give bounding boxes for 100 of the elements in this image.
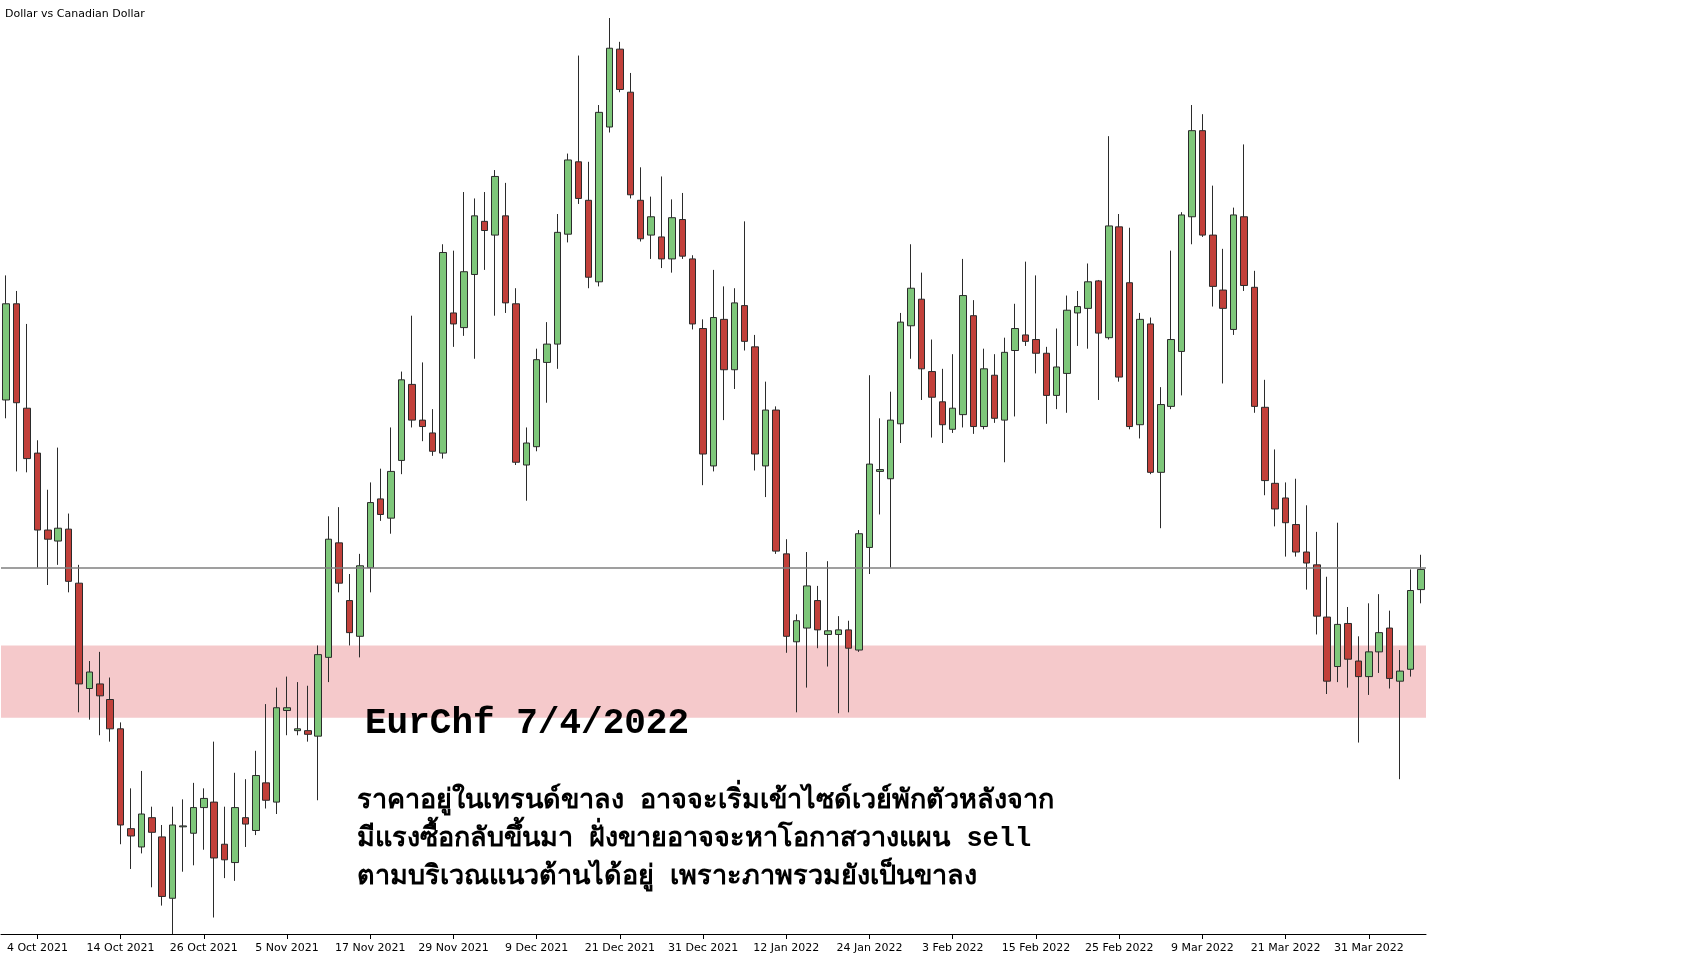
candlestick — [1022, 261, 1029, 347]
x-tick-label: 29 Nov 2021 — [418, 941, 489, 954]
candlestick — [751, 334, 759, 471]
candlestick — [106, 677, 114, 743]
candlestick — [1323, 576, 1331, 695]
candlestick — [1230, 207, 1237, 336]
x-tick-label: 17 Nov 2021 — [335, 941, 406, 954]
candlestick — [335, 506, 343, 593]
candlestick — [314, 644, 322, 801]
candlestick — [949, 353, 956, 434]
x-tick-label: 5 Nov 2021 — [255, 941, 319, 954]
candlestick — [554, 213, 561, 370]
candlestick — [294, 681, 301, 736]
candlestick — [13, 290, 20, 472]
x-tick-label: 24 Jan 2022 — [836, 941, 903, 954]
candlestick — [887, 391, 894, 569]
candlestick — [1386, 610, 1393, 690]
x-tick-label: 21 Dec 2021 — [584, 941, 656, 954]
candlestick — [793, 613, 800, 713]
candlestick — [772, 405, 780, 555]
candlestick — [1126, 227, 1133, 430]
x-tick-label: 15 Feb 2022 — [1001, 941, 1071, 954]
candlestick — [1375, 593, 1383, 674]
candlestick — [1303, 504, 1310, 591]
candlestick — [1105, 135, 1113, 341]
candlestick — [54, 447, 62, 566]
candlestick — [221, 806, 228, 879]
candlestick — [1240, 143, 1248, 292]
candlestick — [835, 615, 842, 714]
candlestick — [1032, 274, 1040, 374]
candlestick — [273, 687, 280, 815]
candlestick — [148, 806, 156, 888]
candlestick — [668, 198, 676, 274]
candlestick — [346, 573, 353, 646]
candlestick — [429, 408, 436, 457]
candlestick — [1417, 554, 1425, 604]
candlestick — [824, 560, 832, 668]
annotation: EurChf 7/4/2022 — [365, 702, 690, 744]
candlestick — [190, 782, 197, 866]
candlestick — [117, 721, 124, 845]
candlestick — [1188, 104, 1196, 245]
candlestick — [450, 250, 457, 348]
candlestick — [1219, 248, 1227, 384]
candlestick — [897, 312, 904, 444]
candlestick — [855, 529, 863, 653]
candlestick — [419, 361, 426, 442]
candlestick — [356, 553, 364, 658]
x-tick-label: 14 Oct 2021 — [86, 941, 155, 954]
candlestick — [96, 651, 104, 736]
candlestick — [595, 104, 603, 287]
candlestick — [65, 513, 72, 593]
candlestick — [1407, 568, 1414, 678]
x-tick-label: 3 Feb 2022 — [922, 941, 984, 954]
x-tick-label: 9 Mar 2022 — [1170, 941, 1234, 954]
candlestick — [533, 348, 540, 452]
x-tick-label: 12 Jan 2022 — [753, 941, 820, 954]
candlestick — [710, 269, 717, 472]
candlestick — [1261, 379, 1269, 496]
candlestick — [866, 374, 873, 575]
x-tick-label: 26 Oct 2021 — [169, 941, 238, 954]
candlestick — [814, 585, 821, 649]
candlestick — [1199, 113, 1206, 238]
candlestick — [1167, 250, 1175, 410]
candlestick — [689, 254, 696, 330]
x-tick-label: 9 Dec 2021 — [505, 941, 569, 954]
candlestick — [939, 368, 946, 444]
candlestick — [658, 175, 665, 269]
candlestick — [169, 806, 176, 935]
candlestick — [1178, 211, 1185, 396]
candlestick — [1313, 531, 1321, 635]
candlestick — [970, 299, 977, 435]
candlestick — [304, 685, 312, 743]
candlestick — [585, 161, 592, 289]
candlestick — [127, 787, 135, 870]
candlestick — [512, 287, 520, 466]
candlestick — [1147, 317, 1154, 475]
candlestick — [502, 182, 509, 314]
candlestick — [845, 620, 852, 713]
candlestick — [959, 258, 967, 428]
candlestick — [991, 353, 998, 424]
candlestick — [1043, 346, 1050, 425]
candlestick — [481, 191, 488, 271]
candlestick — [543, 321, 551, 404]
candlestick — [387, 426, 395, 535]
candlestick — [907, 243, 915, 360]
candlestick — [471, 197, 478, 360]
candlestick — [1136, 312, 1144, 439]
x-tick-label: 31 Dec 2021 — [667, 941, 739, 954]
candlestick — [1053, 328, 1060, 410]
candlestick — [179, 798, 187, 873]
candlestick — [647, 196, 655, 260]
candlestick — [1365, 602, 1373, 696]
candlestick — [616, 41, 624, 93]
candlestick — [918, 272, 925, 401]
candlestick — [398, 371, 405, 475]
candlestick — [367, 481, 374, 593]
chart-title: Dollar vs Canadian Dollar — [5, 7, 146, 20]
candlestick — [252, 750, 260, 836]
candlestick — [1157, 386, 1165, 529]
candlestick — [803, 551, 811, 689]
